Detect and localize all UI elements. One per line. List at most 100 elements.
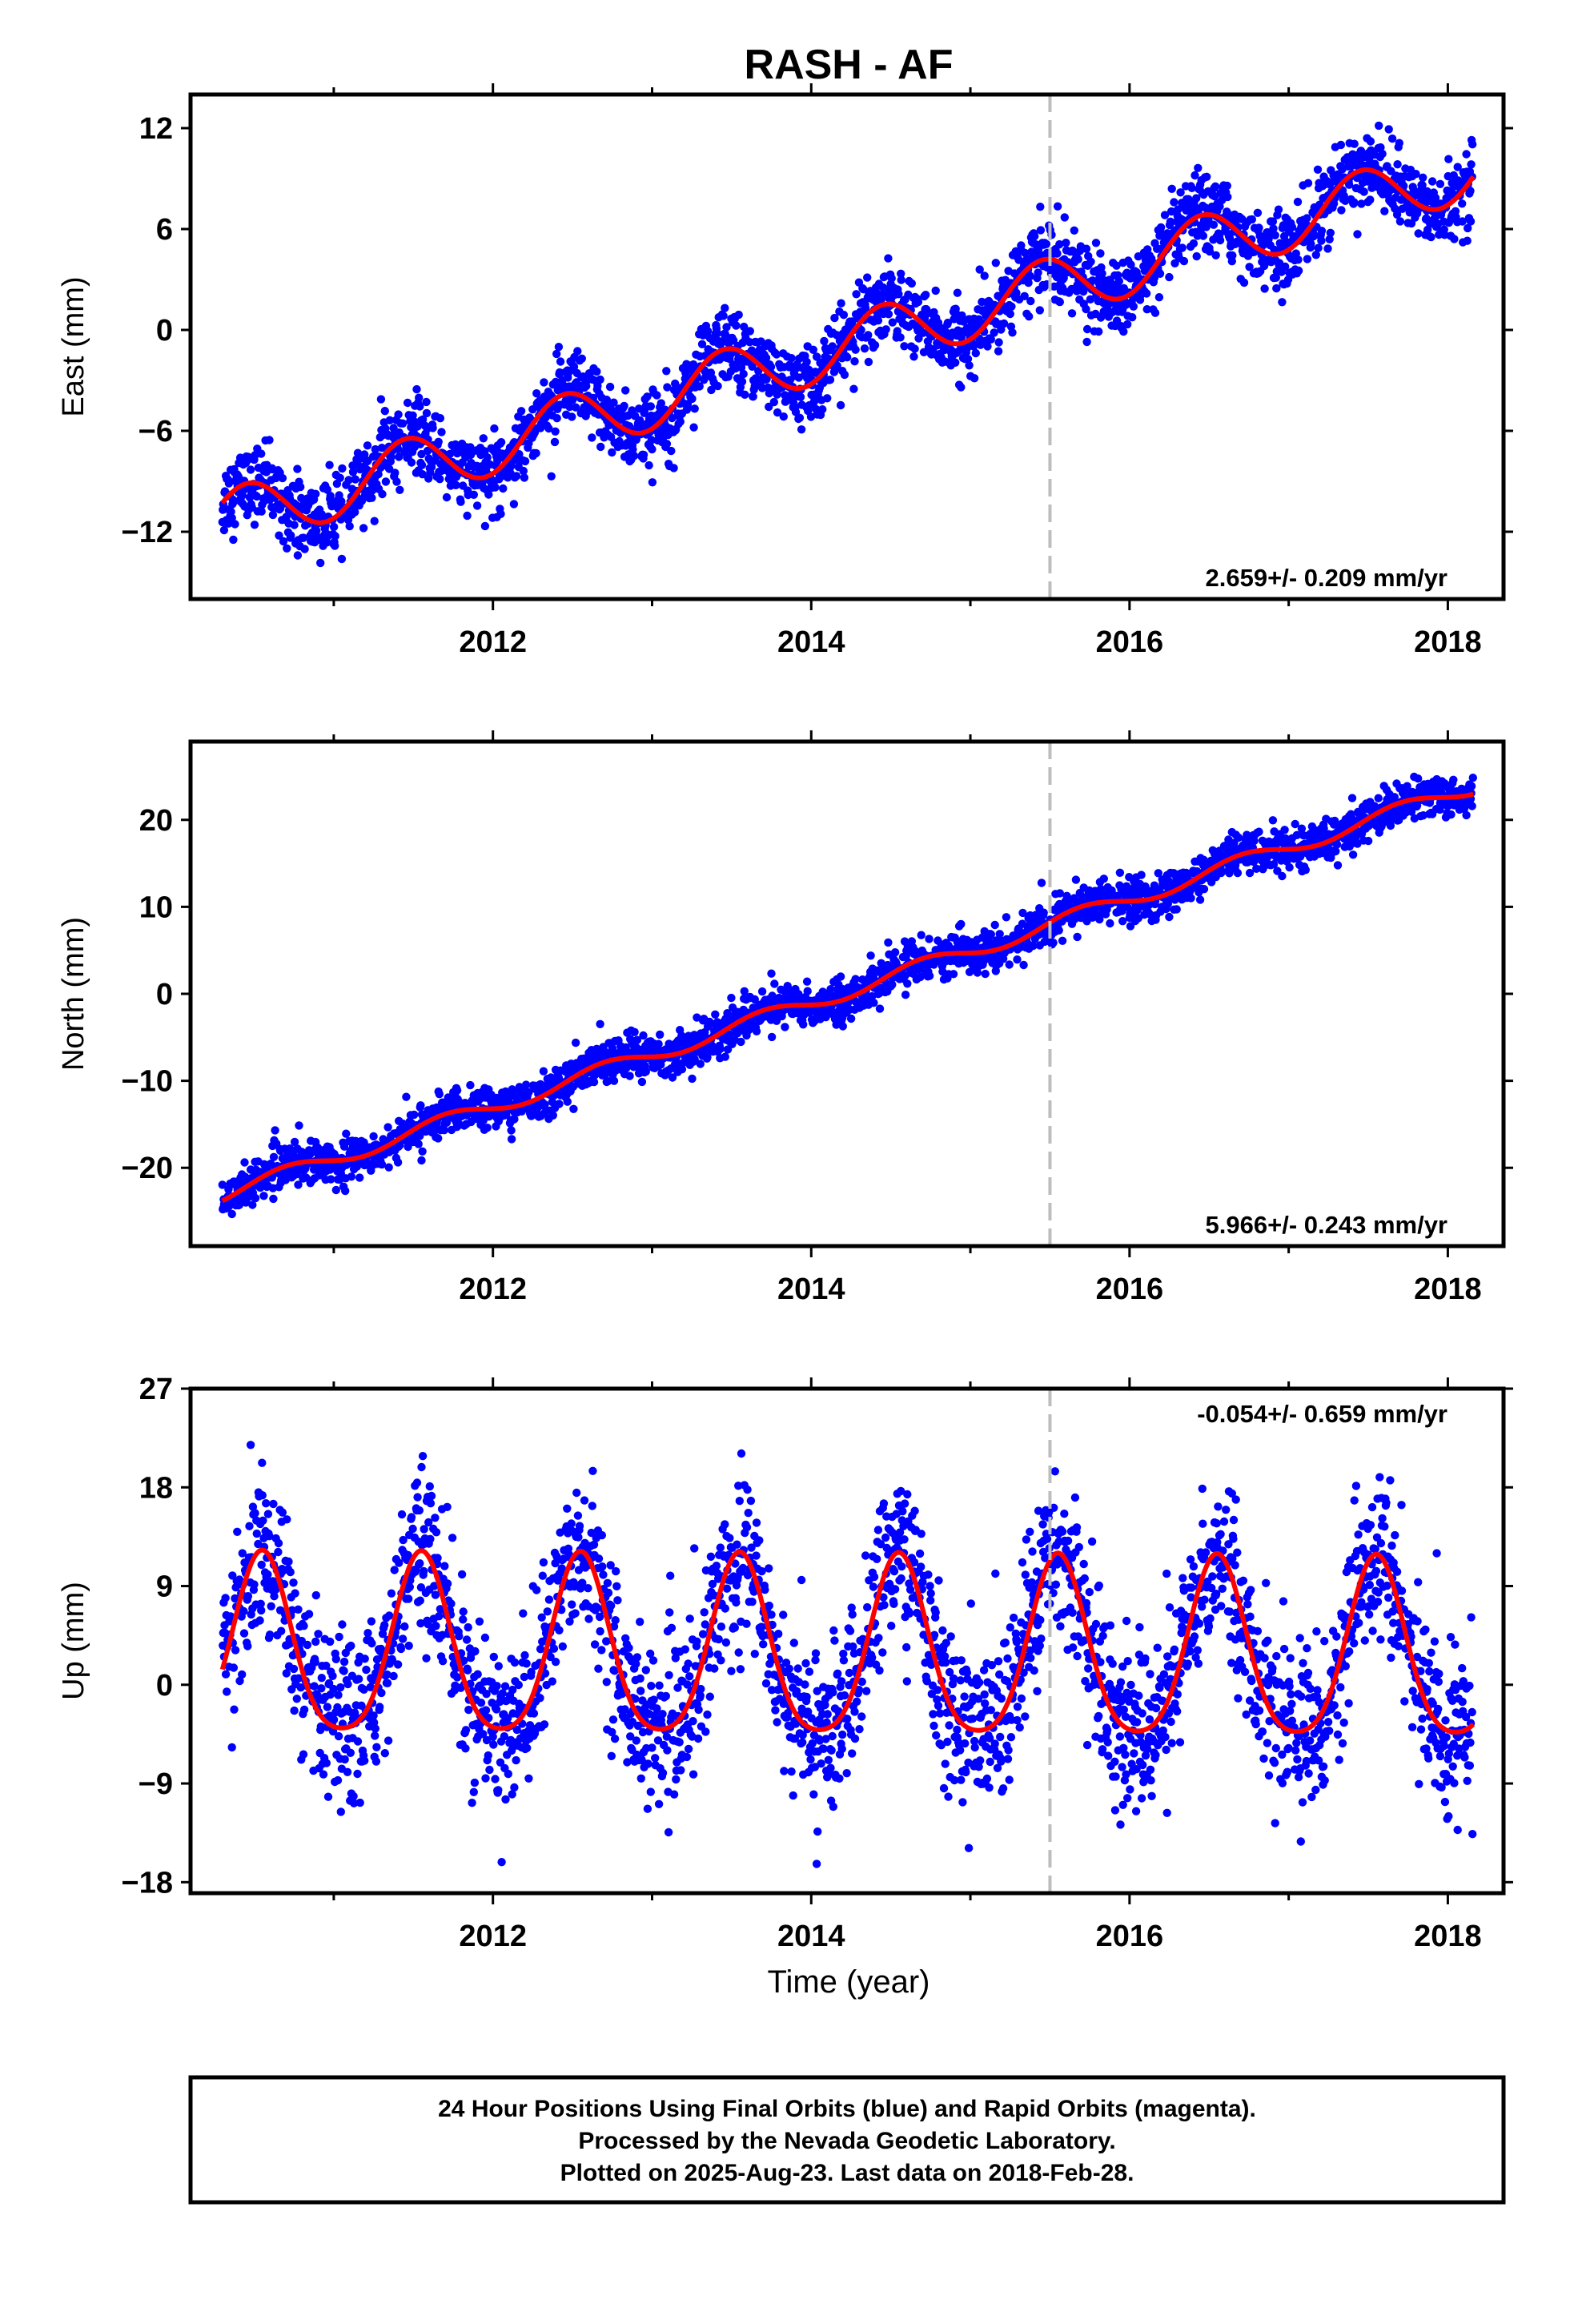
data-point: [1386, 821, 1395, 830]
data-point: [722, 323, 731, 332]
data-point: [1215, 235, 1225, 245]
data-point: [1123, 320, 1132, 329]
data-point: [949, 970, 958, 979]
data-point: [423, 446, 432, 456]
data-point: [1245, 263, 1254, 271]
data-point: [1142, 289, 1151, 298]
data-point: [404, 1142, 412, 1152]
data-point: [1435, 179, 1445, 188]
data-point: [403, 398, 412, 408]
data-point: [1350, 139, 1359, 148]
data-point: [890, 948, 900, 957]
data-point: [1233, 868, 1243, 878]
data-point: [1380, 207, 1389, 215]
data-point: [1269, 224, 1278, 233]
y-tick-label: 0: [156, 314, 173, 348]
data-point: [436, 414, 445, 423]
data-point: [496, 438, 506, 447]
data-point: [767, 1032, 777, 1042]
data-point: [331, 541, 339, 550]
data-point: [227, 507, 235, 517]
data-point: [703, 327, 713, 336]
data-point: [331, 1185, 340, 1195]
chart-title: RASH - AF: [745, 42, 954, 88]
data-point: [1128, 313, 1137, 322]
data-point: [849, 384, 858, 393]
data-point: [662, 367, 671, 376]
data-point: [893, 327, 902, 336]
data-point: [883, 287, 892, 296]
data-points: [218, 772, 1478, 1219]
data-point: [410, 1110, 419, 1120]
data-point: [300, 545, 309, 553]
data-point: [415, 393, 424, 402]
data-point: [345, 521, 354, 531]
data-point: [1039, 908, 1048, 917]
data-point: [608, 1043, 617, 1053]
data-point: [668, 1073, 677, 1082]
data-point: [1026, 296, 1035, 306]
y-tick-label: 6: [156, 213, 173, 247]
y-tick-label: −12: [122, 516, 173, 549]
data-point: [688, 1074, 697, 1084]
data-point: [1126, 274, 1135, 283]
data-point: [690, 404, 699, 413]
data-point: [1166, 218, 1175, 227]
data-point: [341, 1186, 350, 1196]
data-point: [1234, 833, 1243, 842]
data-point: [641, 1067, 650, 1076]
x-tick-label: 2016: [1096, 625, 1164, 659]
data-point: [910, 344, 919, 353]
data-point: [417, 1156, 426, 1165]
data-point: [957, 919, 966, 929]
data-point: [693, 1013, 701, 1022]
data-point: [268, 510, 278, 520]
data-point: [639, 450, 648, 460]
data-point: [1037, 879, 1046, 887]
data-point: [676, 417, 685, 426]
data-point: [943, 318, 953, 328]
data-point: [452, 480, 460, 489]
data-point: [1192, 251, 1201, 261]
data-point: [757, 987, 767, 996]
data-point: [348, 468, 358, 476]
data-point: [428, 424, 437, 432]
data-point: [1326, 228, 1335, 237]
data-point: [1055, 239, 1064, 249]
data-point: [1345, 180, 1354, 189]
data-point: [766, 362, 776, 372]
data-point: [1176, 188, 1185, 197]
data-point: [1054, 926, 1063, 935]
data-point: [695, 382, 704, 391]
data-point: [1156, 223, 1166, 232]
data-point: [1255, 827, 1263, 836]
data-point: [1189, 239, 1199, 248]
data-point: [884, 310, 893, 319]
data-point: [1450, 235, 1459, 243]
y-tick-label: −6: [139, 415, 173, 448]
data-point: [1395, 139, 1404, 147]
data-point: [227, 1209, 236, 1219]
data-point: [1008, 328, 1017, 337]
data-point: [1211, 251, 1220, 259]
data-point: [1293, 197, 1303, 207]
data-point: [688, 394, 697, 404]
data-point: [265, 436, 274, 444]
data-point: [677, 1065, 687, 1074]
data-point: [836, 972, 845, 981]
data-point: [565, 402, 574, 412]
data-point: [716, 1044, 725, 1053]
data-point: [643, 392, 652, 401]
data-point: [552, 414, 561, 423]
data-point: [1194, 163, 1203, 172]
data-point: [229, 497, 239, 506]
data-point: [604, 1076, 612, 1086]
data-point: [925, 935, 934, 943]
data-point: [1393, 160, 1402, 169]
data-point: [351, 475, 359, 484]
data-point: [339, 1142, 349, 1151]
data-point: [1199, 885, 1209, 894]
data-point: [741, 390, 749, 399]
data-point: [656, 1030, 665, 1039]
data-point: [547, 472, 556, 480]
